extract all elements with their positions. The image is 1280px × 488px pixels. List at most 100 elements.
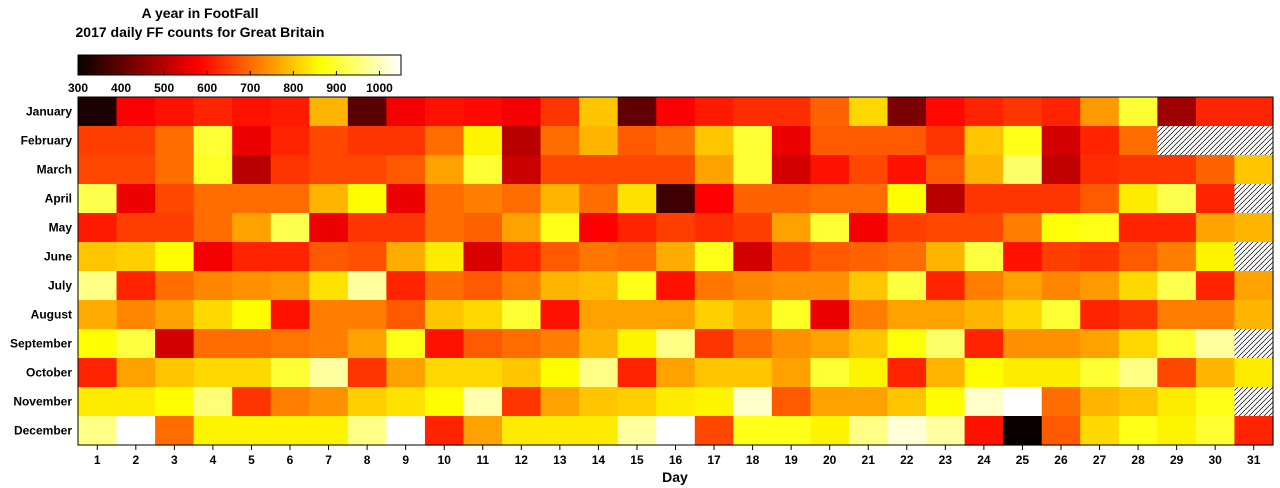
- heatmap-cell: [771, 300, 812, 330]
- heatmap-cell: [502, 242, 542, 272]
- heatmap-cell: [1195, 358, 1236, 388]
- heatmap-cell: [193, 213, 233, 243]
- x-axis-label: Day: [662, 469, 688, 485]
- heatmap-cell: [1003, 126, 1043, 156]
- heatmap-cell: [1195, 97, 1236, 127]
- heatmap-cell: [579, 213, 619, 243]
- heatmap-cell: [733, 387, 773, 417]
- heatmap-cell: [1157, 300, 1197, 330]
- x-tick-label: 15: [630, 453, 644, 467]
- heatmap-cell: [116, 271, 156, 301]
- heatmap-cell: [540, 271, 580, 301]
- heatmap-cell: [579, 329, 619, 359]
- heatmap-cell: [694, 242, 734, 272]
- heatmap-cell: [463, 242, 503, 272]
- heatmap-cell: [270, 155, 310, 185]
- heatmap-cell: [155, 358, 195, 388]
- y-tick-label: January: [26, 105, 72, 119]
- heatmap-cell: [1003, 213, 1043, 243]
- heatmap-cell: [386, 329, 426, 359]
- x-tick-label: 13: [553, 453, 567, 467]
- heatmap-cell: [78, 213, 118, 243]
- heatmap-cell: [386, 155, 426, 185]
- heatmap-cell: [656, 155, 696, 185]
- heatmap-cell: [309, 416, 349, 446]
- heatmap-cell: [502, 155, 542, 185]
- heatmap-cell: [155, 329, 195, 359]
- y-tick-label: December: [14, 424, 72, 438]
- heatmap-cell: [309, 155, 349, 185]
- heatmap-cell: [232, 387, 272, 417]
- heatmap-cell: [733, 271, 773, 301]
- x-tick-label: 20: [823, 453, 837, 467]
- colorbar-tick-label: 400: [111, 81, 131, 95]
- heatmap-cell: [733, 300, 773, 330]
- heatmap-cell: [1080, 242, 1120, 272]
- heatmap-cell: [810, 416, 850, 446]
- heatmap-cell: [1157, 155, 1197, 185]
- heatmap-cell: [232, 329, 272, 359]
- heatmap-cell: [579, 126, 619, 156]
- heatmap-cell: [347, 97, 387, 127]
- heatmap-cell: [347, 126, 387, 156]
- heatmap-cell: [810, 329, 850, 359]
- heatmap-cell: [1195, 213, 1236, 243]
- x-tick-label: 24: [977, 453, 991, 467]
- heatmap-cell: [1118, 358, 1158, 388]
- y-tick-label: June: [44, 250, 72, 264]
- x-tick-label: 31: [1247, 453, 1261, 467]
- y-tick-label: August: [31, 308, 72, 322]
- heatmap-cell: [848, 184, 889, 214]
- heatmap-cell: [193, 329, 233, 359]
- heatmap-cell: [424, 329, 465, 359]
- heatmap-cell: [694, 155, 734, 185]
- heatmap-cell: [424, 213, 465, 243]
- heatmap-cell: [1080, 126, 1120, 156]
- heatmap-cell: [617, 358, 657, 388]
- heatmap-cell: [733, 329, 773, 359]
- heatmap-cell: [694, 387, 734, 417]
- heatmap-cell: [1234, 300, 1274, 330]
- x-tick-label: 22: [900, 453, 914, 467]
- y-tick-label: April: [45, 192, 72, 206]
- x-axis: 1 2 3 4 5 6 7 8 9 10 11 12 13 14 15 16 17 18 19 20 21 22 23 24 2…: [94, 445, 1261, 467]
- heatmap-cell: [1041, 184, 1081, 214]
- heatmap-cell: [887, 213, 927, 243]
- heatmap-cell: [193, 155, 233, 185]
- heatmap-cell: [155, 242, 195, 272]
- heatmap-cell: [1195, 184, 1236, 214]
- heatmap-cell: [1080, 97, 1120, 127]
- heatmap-cell: [270, 271, 310, 301]
- heatmap-cell: [540, 213, 580, 243]
- heatmap-cell: [540, 416, 580, 446]
- heatmap-cell: [116, 329, 156, 359]
- x-tick-label: 5: [248, 453, 255, 467]
- heatmap-cell: [810, 126, 850, 156]
- heatmap-cell: [1195, 300, 1236, 330]
- heatmap-cell: [1041, 300, 1081, 330]
- heatmap-cell: [270, 416, 310, 446]
- heatmap-cell: [270, 213, 310, 243]
- heatmap-cell: [270, 126, 310, 156]
- heatmap-cell: [116, 416, 156, 446]
- heatmap-cell: [78, 329, 118, 359]
- heatmap-cell: [926, 213, 966, 243]
- heatmap-cell: [1118, 242, 1158, 272]
- heatmap-cell: [694, 184, 734, 214]
- heatmap-cell: [386, 387, 426, 417]
- heatmap-cell: [1003, 387, 1043, 417]
- heatmap-cell-empty: [1234, 387, 1274, 417]
- heatmap-cell-empty: [1195, 126, 1236, 156]
- heatmap-cell: [964, 416, 1004, 446]
- heatmap-cell: [771, 242, 812, 272]
- heatmap-cell: [78, 126, 118, 156]
- heatmap-cell: [1157, 271, 1197, 301]
- x-tick-label: 12: [515, 453, 529, 467]
- heatmap-cell: [1195, 271, 1236, 301]
- heatmap-cell: [848, 416, 889, 446]
- heatmap-cell: [1041, 155, 1081, 185]
- heatmap-cell: [1080, 300, 1120, 330]
- heatmap-cell: [540, 300, 580, 330]
- heatmap-cell: [1041, 387, 1081, 417]
- heatmap-cell: [232, 213, 272, 243]
